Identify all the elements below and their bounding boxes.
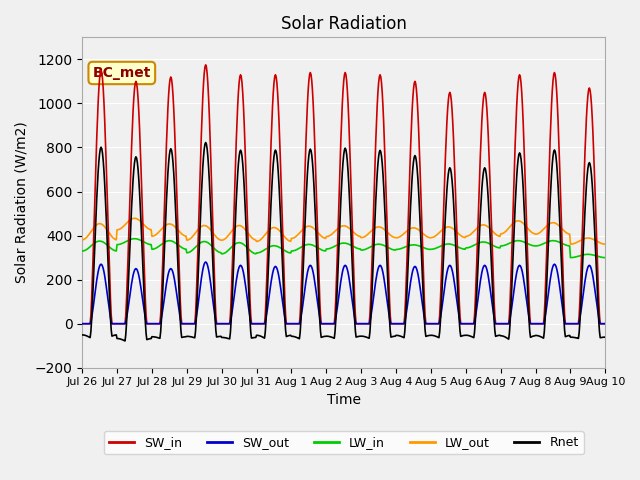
X-axis label: Time: Time	[327, 393, 361, 407]
Title: Solar Radiation: Solar Radiation	[281, 15, 406, 33]
Text: BC_met: BC_met	[93, 66, 151, 80]
Y-axis label: Solar Radiation (W/m2): Solar Radiation (W/m2)	[15, 121, 29, 283]
Legend: SW_in, SW_out, LW_in, LW_out, Rnet: SW_in, SW_out, LW_in, LW_out, Rnet	[104, 431, 584, 454]
